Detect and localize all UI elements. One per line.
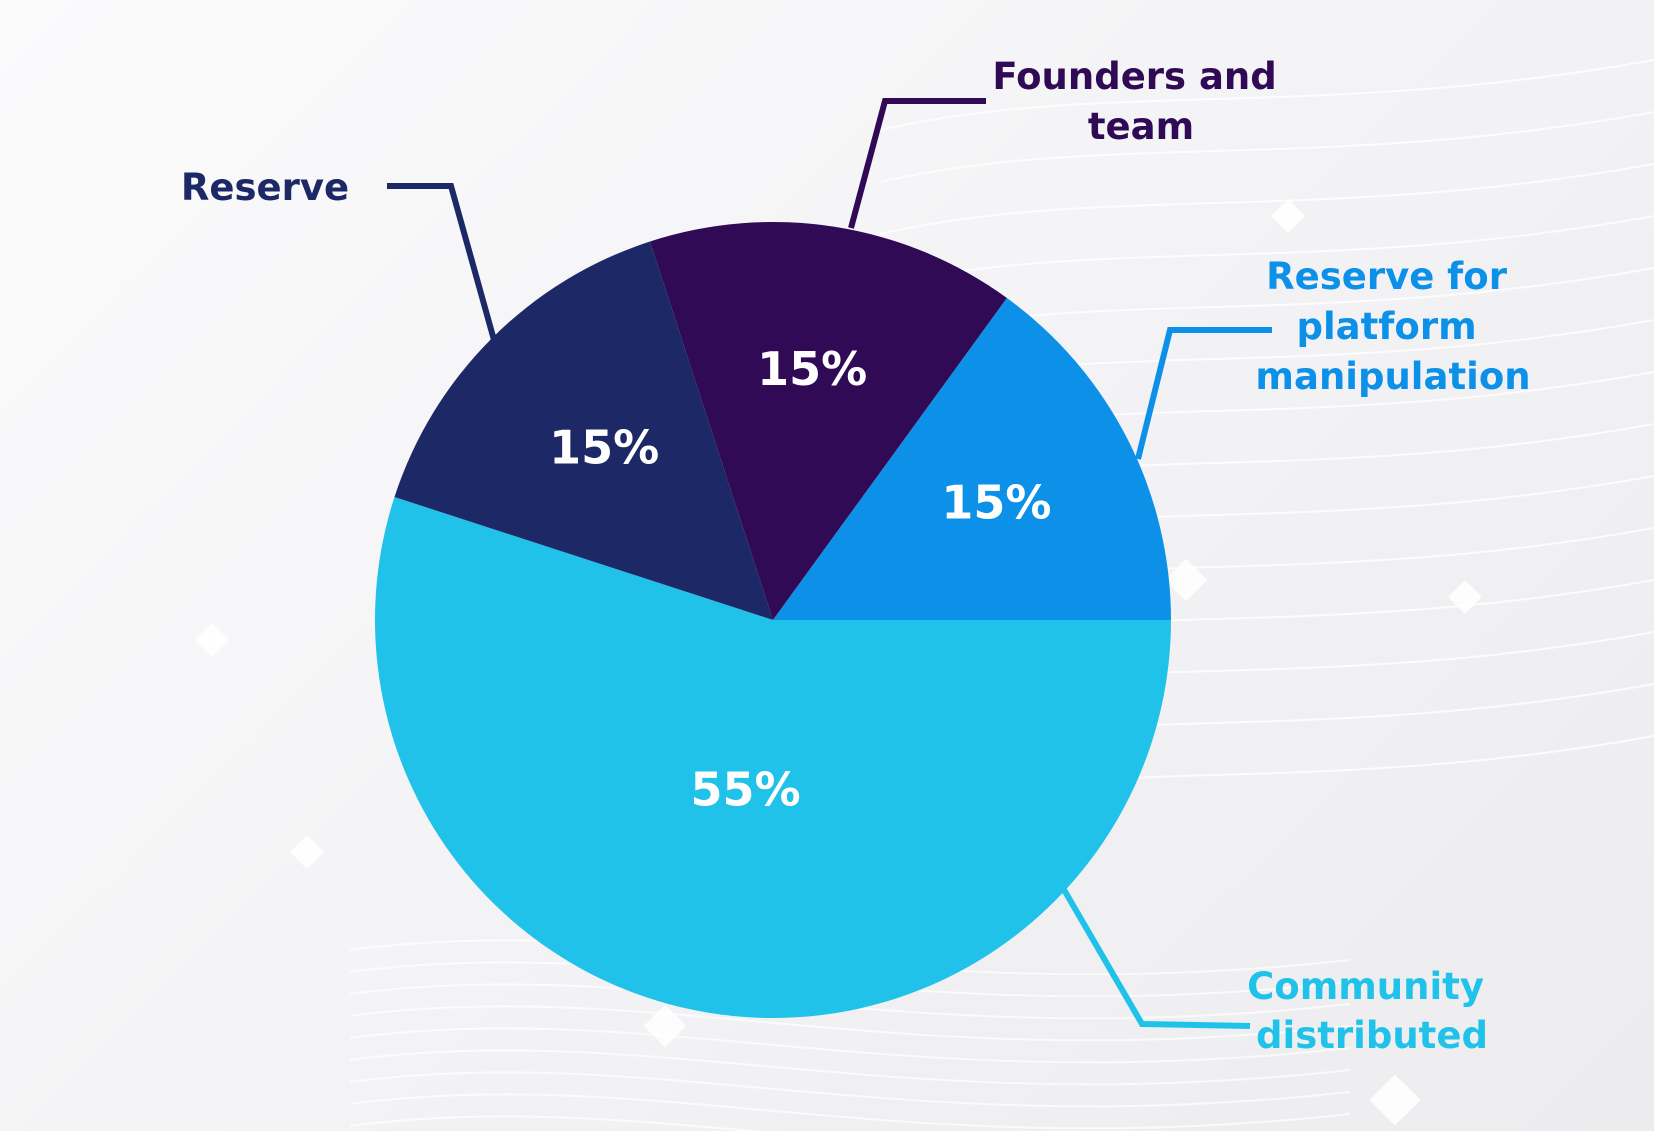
callout-label-reserve: Reserve — [181, 166, 349, 209]
background-diamond — [290, 835, 324, 869]
background-diamond — [1271, 199, 1305, 233]
background-diamond — [195, 623, 229, 657]
background-wave — [349, 1005, 1351, 1042]
background-wave — [879, 163, 1654, 235]
background-wave — [879, 59, 1654, 131]
background-diamonds — [195, 199, 1482, 1126]
background-diamond — [643, 1004, 687, 1048]
background-diamond — [1369, 1074, 1421, 1126]
pie-slice — [394, 241, 773, 621]
callout-label-founders: Founders and team — [992, 55, 1289, 148]
callout-line-platform-reserve — [1135, 327, 1272, 460]
pie-slice — [773, 298, 1171, 620]
pie-slice-value-label: 15% — [549, 421, 659, 475]
pie-slice — [374, 497, 1171, 1019]
background-wave — [349, 1049, 1351, 1086]
callout-label-platform-reserve: Reserve for platform manipulation — [1255, 255, 1530, 398]
background-wave — [349, 1115, 763, 1131]
background-wave — [349, 1093, 1351, 1130]
callout-line-founders — [848, 98, 986, 229]
pie-value-labels: 15% 15% 55% 15% — [549, 342, 1051, 817]
background-wave — [349, 1027, 1351, 1064]
pie-slice — [650, 221, 1007, 620]
background-diamond — [1164, 558, 1208, 602]
pie-callouts: Founders and team Reserve for platform m… — [181, 55, 1531, 1057]
callout-line-community — [1060, 886, 1251, 1029]
background-wave — [879, 111, 1654, 183]
background-wave — [879, 215, 1654, 287]
pie-slices — [374, 221, 1171, 1019]
pie-slice-value-label: 15% — [757, 342, 867, 396]
callout-line-reserve — [387, 183, 497, 341]
pie-slice-value-label: 55% — [691, 762, 801, 816]
background-diamond — [1448, 580, 1482, 614]
background-wave — [349, 1071, 1351, 1108]
pie-slice-value-label: 15% — [941, 476, 1051, 530]
callout-label-community: Community distributed — [1247, 965, 1497, 1057]
